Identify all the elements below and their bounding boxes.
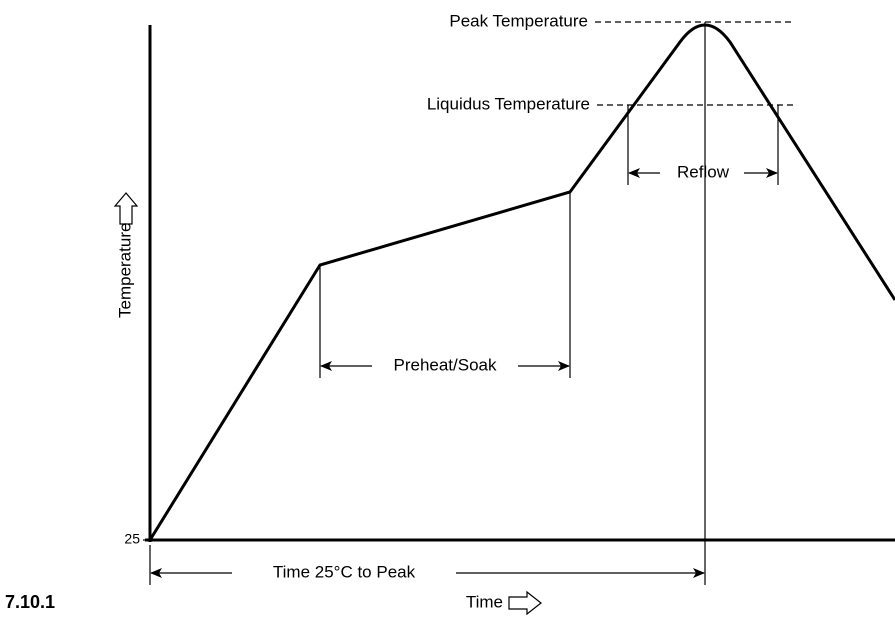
section-number: 7.10.1	[5, 592, 55, 612]
preheat-label: Preheat/Soak	[393, 355, 497, 374]
x-axis-label: Time	[466, 592, 503, 611]
profile-curve	[148, 23, 895, 541]
peak-label: Peak Temperature	[449, 11, 588, 30]
up-arrow-icon	[113, 192, 139, 225]
y-start-label: 25	[124, 531, 140, 547]
right-arrow-icon	[508, 590, 542, 616]
time-to-peak-label: Time 25°C to Peak	[273, 562, 416, 581]
liquidus-label: Liquidus Temperature	[427, 94, 590, 113]
reflow-label: Reflow	[677, 162, 730, 181]
y-axis-label: Temperature	[115, 223, 134, 318]
